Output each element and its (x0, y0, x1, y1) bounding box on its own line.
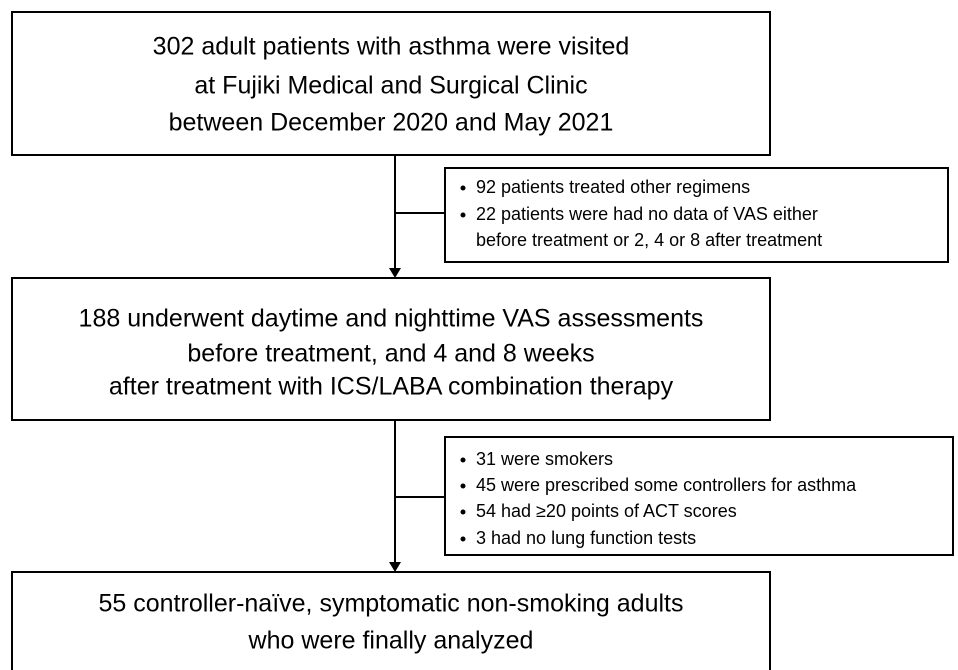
arrow-head (389, 268, 401, 278)
exclusion-item: before treatment or 2, 4 or 8 after trea… (476, 230, 822, 250)
box (11, 277, 771, 421)
bullet (460, 185, 466, 191)
exclusion-box (444, 167, 949, 263)
box-text: 188 underwent daytime and nighttime VAS … (79, 305, 704, 333)
box-text: who were finally analyzed (248, 627, 534, 655)
box-text: after treatment with ICS/LABA combinatio… (109, 373, 674, 401)
exclusion-item: 3 had no lung function tests (476, 528, 696, 548)
exclusion-item: 54 had ≥20 points of ACT scores (476, 501, 737, 521)
bullet (460, 509, 466, 515)
exclusion-item: 22 patients were had no data of VAS eith… (476, 204, 818, 224)
box-text: before treatment, and 4 and 8 weeks (187, 340, 594, 368)
box (11, 571, 771, 670)
bullet (460, 212, 466, 218)
bullet (460, 457, 466, 463)
exclusion-item: 92 patients treated other regimens (476, 177, 750, 197)
arrow-head (389, 562, 401, 572)
box (11, 11, 771, 156)
bullet (460, 536, 466, 542)
exclusion-item: 45 were prescribed some controllers for … (476, 475, 857, 495)
box-text: at Fujiki Medical and Surgical Clinic (194, 72, 587, 100)
box-text: 55 controller-naïve, symptomatic non-smo… (99, 590, 684, 618)
box-text: between December 2020 and May 2021 (169, 109, 614, 137)
exclusion-item: 31 were smokers (476, 449, 613, 469)
box-text: 302 adult patients with asthma were visi… (153, 33, 630, 61)
bullet (460, 483, 466, 489)
exclusion-box (444, 436, 954, 556)
